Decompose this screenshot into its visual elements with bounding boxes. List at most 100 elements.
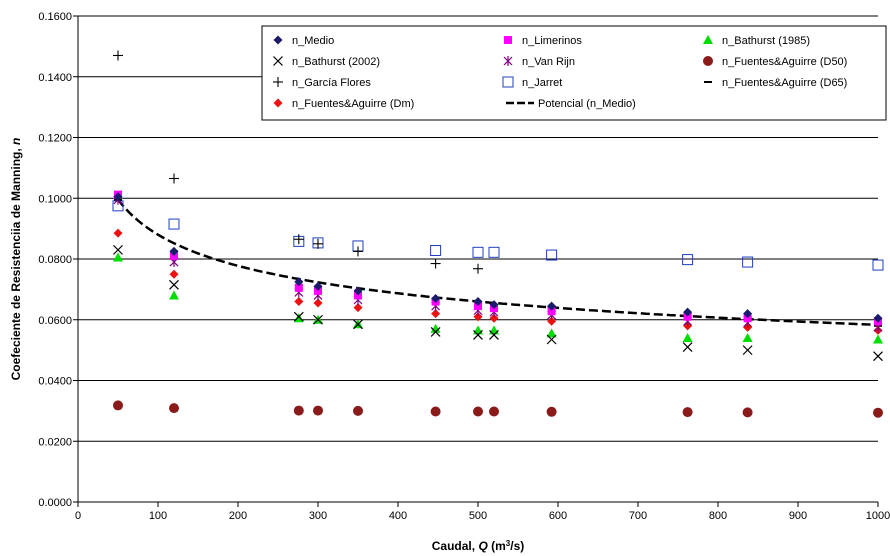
point-n-bathurst-2002 [430, 326, 441, 337]
point-n-fuentes-aguirre-dm [489, 313, 499, 323]
legend-label: n_Medio [292, 35, 334, 47]
point-n-medio [313, 281, 323, 291]
legend-item-n-limerinos: n_Limerinos [504, 35, 582, 47]
y-tick-label: 0.1200 [38, 133, 72, 145]
x-tick-label: 0 [75, 510, 81, 522]
y-tick-label: 0.0400 [38, 376, 72, 388]
legend-item-n-medio: n_Medio [273, 35, 334, 47]
legend-label: n_García Flores [292, 77, 371, 89]
data-points [112, 50, 884, 418]
series-n-bathurst-2002 [113, 244, 883, 362]
point-n-limerinos [743, 314, 752, 323]
series-n-garcia-flores [113, 50, 483, 274]
x-tick-label: 1000 [866, 510, 890, 522]
point-n-bathurst-2002 [313, 314, 323, 325]
point-n-fuentes-aguirre-dm [169, 269, 179, 279]
point-n-fuentes-aguirre-dm [473, 312, 483, 322]
legend-marker-n-limerinos [504, 36, 512, 44]
point-n-fuentes-aguirre-dm [294, 297, 304, 307]
point-n-limerinos [474, 302, 482, 311]
point-n-bathurst-2002 [873, 351, 883, 362]
point-n-fuentes-aguirre-d50 [430, 406, 441, 417]
point-n-fuentes-aguirre-dm [313, 298, 323, 308]
x-tick-label: 800 [709, 510, 727, 522]
y-tick-label: 0.0600 [38, 315, 72, 327]
y-tick-label: 0.0200 [38, 436, 72, 448]
point-n-jarret [742, 256, 754, 268]
point-n-fuentes-aguirre-dm [547, 316, 557, 326]
legend-marker-n-garcia-flores [273, 77, 283, 87]
point-n-jarret [430, 244, 442, 256]
x-tick-label: 600 [549, 510, 567, 522]
point-n-limerinos [170, 251, 178, 260]
point-n-medio [743, 309, 753, 319]
series-n-jarret [112, 200, 884, 271]
y-tick-label: 0.1600 [38, 11, 72, 23]
legend-marker-n-fuentes-aguirre-d50 [703, 56, 713, 66]
point-n-jarret [682, 254, 694, 266]
legend-marker-n-medio [273, 35, 283, 45]
point-n-bathurst-2002 [169, 279, 179, 290]
legend-marker-n-van-rijn [503, 56, 513, 66]
point-n-fuentes-aguirre-dm [431, 309, 441, 319]
series-n-medio [113, 192, 883, 323]
point-n-jarret [546, 249, 558, 261]
legend-label: n_Bathurst (1985) [722, 35, 810, 47]
point-n-medio [431, 293, 441, 303]
point-n-bathurst-2002 [113, 244, 123, 255]
legend-marker-n-jarret [502, 76, 514, 88]
legend-label: Potencial (n_Medio) [538, 98, 636, 110]
point-n-medio [169, 246, 179, 256]
point-n-medio [683, 307, 693, 317]
point-n-limerinos [547, 307, 556, 316]
legend-label: n_Jarret [522, 77, 562, 89]
point-n-jarret [472, 246, 484, 258]
point-n-bathurst-1985 [742, 332, 753, 342]
point-n-bathurst-2002 [742, 345, 753, 356]
legend-item-n-jarret: n_Jarret [502, 76, 562, 89]
point-n-bathurst-2002 [546, 334, 557, 345]
point-n-jarret [488, 246, 500, 258]
y-tick-label: 0.1000 [38, 193, 72, 205]
legend-item-n-garcia-flores: n_García Flores [273, 77, 371, 89]
x-tick-label: 500 [469, 510, 487, 522]
legend: n_Medio n_Limerinos n_Bathurst (1985) n_Bat… [261, 25, 887, 121]
legend-label: n_Limerinos [522, 35, 582, 47]
point-n-fuentes-aguirre-d50 [293, 405, 304, 416]
point-n-garcia-flores [293, 234, 304, 245]
point-n-garcia-flores [313, 238, 323, 249]
point-n-bathurst-2002 [489, 330, 499, 340]
legend-label: n_Fuentes&Aguirre (D50) [722, 56, 847, 68]
point-n-bathurst-2002 [353, 319, 363, 330]
point-n-medio [353, 286, 363, 296]
point-n-bathurst-1985 [682, 332, 693, 342]
point-n-medio [547, 301, 557, 311]
point-n-fuentes-aguirre-d50 [473, 406, 483, 417]
x-tick-label: 100 [149, 510, 167, 522]
point-n-jarret [872, 259, 884, 271]
point-n-medio [873, 313, 883, 323]
point-n-garcia-flores [473, 263, 483, 274]
legend-box [261, 25, 887, 121]
point-n-bathurst-1985 [113, 252, 123, 262]
legend-item-n-van-rijn: n_Van Rijn [503, 56, 575, 68]
point-n-fuentes-aguirre-d50 [353, 405, 363, 416]
y-tick-label: 0.0000 [38, 497, 72, 509]
legend-item-n-fuentes-aguirre-d65: n_Fuentes&Aguirre (D65) [704, 77, 847, 89]
y-tick-label: 0.0800 [38, 254, 72, 266]
point-n-fuentes-aguirre-d50 [489, 406, 499, 417]
legend-item-n-bathurst-1985: n_Bathurst (1985) [703, 35, 810, 47]
point-n-medio [113, 192, 123, 202]
x-tick-label: 200 [229, 510, 247, 522]
point-n-fuentes-aguirre-d50 [873, 407, 883, 418]
tick-labels: 0 100 200 300 400 500 600 700 800 900 1000 0.0000 0.… [38, 11, 890, 522]
x-tick-label: 300 [309, 510, 327, 522]
point-n-bathurst-1985 [873, 334, 883, 344]
x-axis-title: Caudal, Q (m3/s) [432, 539, 525, 554]
legend-item-potencial-n-medio: Potencial (n_Medio) [506, 98, 636, 110]
point-n-limerinos [683, 312, 692, 321]
point-n-jarret [168, 218, 180, 230]
point-n-bathurst-1985 [546, 328, 557, 338]
point-n-garcia-flores [430, 258, 441, 269]
